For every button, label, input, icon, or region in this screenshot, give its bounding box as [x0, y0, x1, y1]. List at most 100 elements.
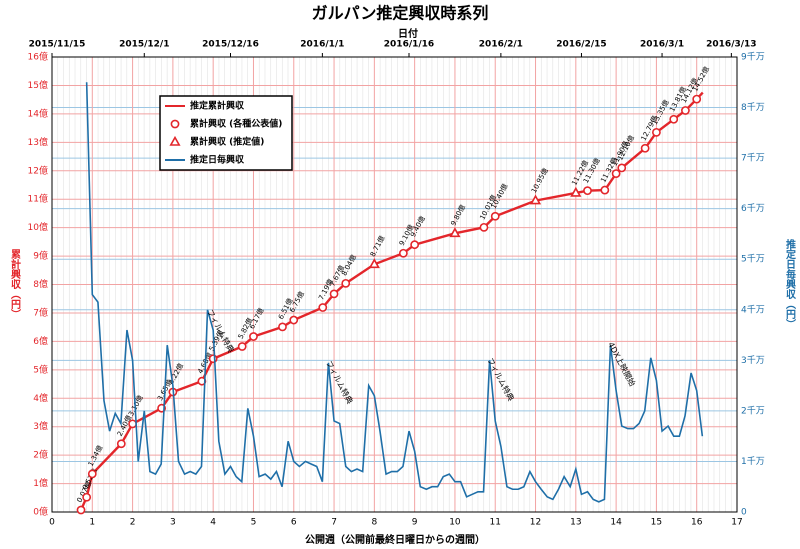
data-label: 8.04億 — [339, 253, 358, 277]
x-axis-label: 公開週（公開前最終日曜日からの週間） — [305, 533, 485, 546]
legend-label: 推定日毎興収 — [190, 154, 245, 166]
x-tick-label: 9 — [412, 518, 418, 528]
y-tick-label: 1億 — [33, 477, 48, 489]
marker-circle — [87, 469, 97, 479]
x-tick-label: 10 — [449, 518, 461, 528]
marker-circle — [617, 163, 627, 173]
marker-circle — [128, 419, 137, 429]
marker-circle — [289, 315, 299, 325]
marker-circle — [410, 240, 420, 250]
x2-tick-label: 2015/12/16 — [202, 40, 259, 50]
marker-circle — [398, 248, 408, 258]
marker-circle — [600, 185, 610, 195]
y-tick-label: 7億 — [33, 306, 48, 318]
marker-triangle — [529, 194, 542, 205]
y2-tick-label: 2千万 — [741, 405, 765, 416]
marker-circle — [669, 114, 679, 124]
series-line — [85, 82, 704, 503]
marker-circle — [611, 169, 621, 178]
x-tick-label: 5 — [251, 518, 257, 528]
y2-tick-label: 1千万 — [741, 456, 765, 467]
marker-circle — [681, 106, 690, 115]
y2-tick-label: 8千万 — [741, 102, 765, 113]
x2-tick-label: 2016/3/1 — [640, 40, 684, 50]
marker-circle — [318, 303, 328, 312]
x-tick-label: 2 — [130, 518, 136, 528]
x-tick-label: 1 — [89, 518, 95, 528]
marker-triangle — [368, 258, 380, 269]
marker-triangle — [449, 227, 461, 238]
y2-tick-label: 3千万 — [741, 355, 765, 366]
y2-axis-label: 推定日毎興収（円） — [784, 238, 797, 329]
x-tick-label: 11 — [490, 518, 501, 528]
data-label: 8.71億 — [368, 234, 387, 258]
marker-circle — [208, 354, 218, 364]
x2-tick-label: 2016/2/1 — [479, 40, 523, 50]
y-tick-label: 13億 — [28, 136, 48, 148]
marker-triangle — [570, 186, 582, 197]
x2-axis-label: 日付 — [398, 27, 418, 40]
x-tick-label: 13 — [570, 518, 581, 528]
marker-circle — [278, 322, 287, 332]
marker-circle — [583, 186, 592, 196]
y-tick-label: 11億 — [28, 193, 48, 205]
y-tick-label: 10億 — [28, 221, 48, 233]
marker-circle — [76, 505, 86, 515]
y-tick-label: 15億 — [28, 79, 48, 91]
data-label: 9.80億 — [449, 203, 468, 227]
x2-tick-label: 2016/1/1 — [300, 40, 344, 50]
x-tick-label: 15 — [651, 518, 662, 528]
y2-tick-label: 6千万 — [741, 203, 765, 214]
y-tick-label: 5億 — [33, 363, 48, 375]
x-tick-label: 12 — [530, 518, 541, 528]
x-tick-label: 17 — [731, 518, 742, 528]
x2-tick-label: 2016/2/15 — [556, 40, 606, 50]
x2-tick-label: 2016/3/13 — [706, 40, 756, 50]
x-tick-label: 4 — [210, 518, 216, 528]
marker-circle — [341, 278, 351, 288]
legend-triangle — [169, 135, 181, 146]
marker-circle — [237, 342, 247, 351]
legend-label: 推定累計興収 — [190, 100, 245, 112]
y-tick-label: 9億 — [33, 250, 48, 262]
marker-circle — [640, 143, 650, 153]
legend-label: 累計興収 (各種公表値) — [190, 118, 282, 130]
y-tick-label: 8億 — [33, 278, 48, 290]
y-tick-label: 14億 — [28, 107, 48, 119]
series-line — [79, 91, 704, 511]
marker-circle — [116, 439, 126, 449]
legend-label: 累計興収 (推定値) — [190, 136, 264, 148]
y2-tick-label: 4千万 — [741, 304, 765, 315]
marker-circle — [692, 94, 702, 104]
x2-tick-label: 2016/1/16 — [384, 40, 434, 50]
x2-tick-label: 2015/12/1 — [119, 40, 169, 50]
y-axis-label: 累計興収（円） — [9, 249, 22, 319]
legend-box — [159, 95, 293, 171]
y-tick-label: 16億 — [28, 51, 48, 63]
marker-circle — [490, 211, 500, 221]
x-tick-label: 8 — [371, 518, 377, 528]
x-tick-label: 3 — [170, 518, 176, 528]
x-tick-label: 14 — [610, 518, 622, 528]
data-label: 13.35億 — [650, 98, 671, 126]
y-tick-label: 2億 — [33, 449, 48, 461]
plot-frame — [51, 56, 738, 513]
y-tick-label: 4億 — [33, 392, 48, 404]
x-tick-label: 0 — [49, 518, 55, 528]
x-tick-label: 7 — [331, 518, 337, 528]
y2-tick-label: 0 — [741, 508, 747, 518]
x-tick-label: 6 — [291, 518, 297, 528]
y2-tick-label: 9千万 — [741, 52, 765, 63]
marker-circle — [249, 332, 258, 341]
y-tick-label: 3億 — [33, 420, 48, 432]
marker-circle — [82, 492, 92, 502]
y-tick-label: 6億 — [33, 335, 48, 347]
chart-title: ガルパン推定興収時系列 — [312, 4, 489, 23]
x2-tick-label: 2015/11/15 — [29, 40, 86, 50]
marker-circle — [329, 289, 339, 299]
legend-circle — [170, 119, 180, 129]
marker-circle — [652, 127, 661, 137]
y2-tick-label: 7千万 — [741, 153, 765, 164]
y-tick-label: 0億 — [33, 506, 48, 518]
y2-tick-label: 5千万 — [741, 254, 765, 265]
